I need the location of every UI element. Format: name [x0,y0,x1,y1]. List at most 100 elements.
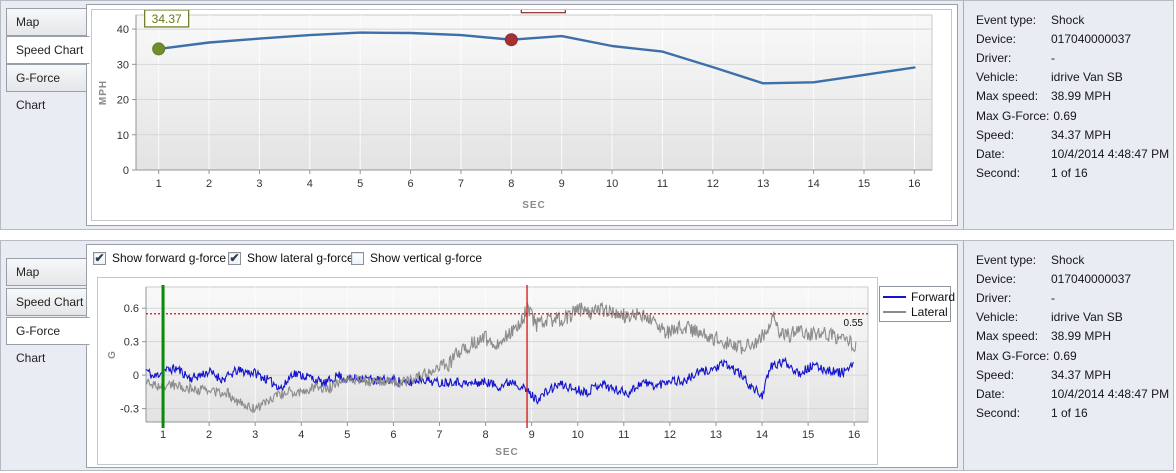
gforce-chart-panel: Map Speed Chart G-Force Chart ✔ Show for… [0,240,1174,471]
detail-value: Shock [1051,12,1085,27]
detail-row: Event type: Shock [964,250,1175,269]
svg-text:1: 1 [156,178,162,190]
detail-row: Second: 1 of 16 [964,404,1175,423]
svg-text:10: 10 [117,130,129,142]
detail-value: 10/4/2014 4:48:47 PM [1051,386,1170,401]
legend-label: Forward [911,289,956,304]
svg-text:12: 12 [707,178,719,190]
svg-text:5: 5 [357,178,363,190]
svg-text:3: 3 [256,178,262,190]
detail-row: Driver: - [964,288,1175,307]
detail-row: Date: 10/4/2014 4:48:47 PM [964,144,1175,163]
detail-label: Device: [976,31,1017,46]
svg-text:30: 30 [117,59,129,71]
detail-row: Max G-Force: 0.69 [964,106,1175,125]
detail-value: 10/4/2014 4:48:47 PM [1051,146,1170,161]
detail-value: 0.69 [1053,108,1077,123]
detail-row: Driver: - [964,48,1175,67]
svg-text:5: 5 [344,429,350,441]
detail-label: Driver: [976,50,1012,65]
detail-label: Second: [976,166,1021,181]
event-details-bottom: Event type: Shock Device: 017040000037 Drive… [963,241,1175,470]
svg-text:14: 14 [807,178,819,190]
svg-text:SEC: SEC [495,447,519,458]
detail-value: 38.99 MPH [1051,329,1112,344]
detail-value: - [1051,290,1055,305]
detail-value: 34.37 MPH [1051,367,1112,382]
detail-row: Vehicle: idrive Van SB [964,68,1175,87]
svg-text:7: 7 [436,429,442,441]
svg-text:2: 2 [206,178,212,190]
checkbox-label: Show lateral g-force [247,251,354,265]
detail-row: Second: 1 of 16 [964,164,1175,183]
detail-row: Event type: Shock [964,10,1175,29]
detail-value: 1 of 16 [1051,406,1088,421]
detail-row: Date: 10/4/2014 4:48:47 PM [964,384,1175,403]
detail-value: 0.69 [1053,348,1077,363]
legend: Forward Lateral [879,286,955,322]
detail-value: Shock [1051,252,1085,267]
svg-text:13: 13 [710,429,722,441]
tab-map[interactable]: Map [6,258,87,286]
detail-row: Max speed: 38.99 MPH [964,327,1175,346]
detail-label: Driver: [976,290,1012,305]
svg-text:13: 13 [757,178,769,190]
event-details-list: Event type: Shock Device: 017040000037 Drive… [964,250,1175,423]
svg-text:0.6: 0.6 [124,303,139,315]
svg-text:0.55: 0.55 [844,318,864,329]
svg-text:8: 8 [508,178,514,190]
svg-text:8: 8 [483,429,489,441]
detail-value: - [1051,50,1055,65]
svg-text:9: 9 [559,178,565,190]
tab-speed-chart[interactable]: Speed Chart [6,36,90,64]
tab-map[interactable]: Map [6,8,87,36]
checkbox-icon: ✔ [228,250,241,265]
checkbox-icon [351,251,364,265]
svg-text:36.99: 36.99 [528,10,558,12]
tab-speed-chart[interactable]: Speed Chart [6,288,87,316]
gforce-chart[interactable]: -0.300.30.61 2 3 4 5 6 7 8 9 10 11 12 13 14 15 16SECG0.… [98,278,877,464]
svg-text:15: 15 [858,178,870,190]
detail-value: idrive Van SB [1051,70,1123,85]
svg-text:10: 10 [606,178,618,190]
checkbox-label: Show forward g-force [112,251,227,265]
svg-text:9: 9 [529,429,535,441]
detail-value: 1 of 16 [1051,166,1088,181]
event-details-list: Event type: Shock Device: 017040000037 Drive… [964,10,1175,183]
detail-value: idrive Van SB [1051,310,1123,325]
show-lateral-gforce-checkbox[interactable]: ✔ Show lateral g-force [228,251,354,265]
detail-label: Max G-Force: [976,108,1050,123]
svg-text:20: 20 [117,95,129,107]
detail-label: Vehicle: [976,310,1019,325]
svg-text:16: 16 [848,429,860,441]
speed-chart-content: 0 10 20 30 40 1 2 3 4 5 6 7 8 9 10 11 12 13 14 15 16 SEC MPH 34… [86,4,958,226]
speed-chart-panel: Map Speed Chart G-Force Chart 0 10 20 30 40 1… [0,0,1174,230]
svg-text:SEC: SEC [522,200,546,211]
checkbox-icon: ✔ [93,250,106,265]
svg-text:11: 11 [618,429,629,441]
detail-row: Speed: 34.37 MPH [964,125,1175,144]
tab-gforce-chart[interactable]: G-Force Chart [6,64,87,112]
svg-text:3: 3 [252,429,258,441]
show-vertical-gforce-checkbox[interactable]: Show vertical g-force [351,251,482,265]
svg-text:6: 6 [390,429,396,441]
svg-text:MPH: MPH [98,80,109,105]
svg-text:15: 15 [802,429,814,441]
svg-text:G: G [107,350,118,359]
detail-value: 017040000037 [1051,31,1132,46]
tab-gforce-chart[interactable]: G-Force Chart [6,317,90,365]
detail-value: 34.37 MPH [1051,127,1112,142]
legend-label: Lateral [911,304,948,319]
svg-text:0.3: 0.3 [124,337,139,349]
legend-item-lateral: Lateral [880,304,950,319]
detail-row: Device: 017040000037 [964,29,1175,48]
detail-label: Max G-Force: [976,348,1050,363]
svg-text:34.37: 34.37 [152,12,182,26]
svg-text:14: 14 [756,429,768,441]
detail-label: Device: [976,271,1017,286]
detail-label: Event type: [976,252,1037,267]
svg-text:0: 0 [123,165,129,177]
detail-label: Vehicle: [976,70,1019,85]
show-forward-gforce-checkbox[interactable]: ✔ Show forward g-force [93,251,226,265]
